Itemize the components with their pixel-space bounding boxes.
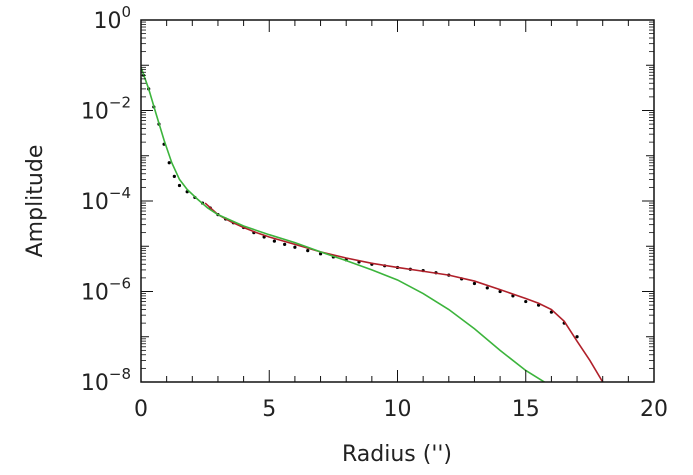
y-tick-base: 10 bbox=[81, 281, 109, 306]
data-point bbox=[283, 242, 287, 246]
y-tick-label: 10−8 bbox=[81, 365, 131, 396]
red-fit-curve bbox=[204, 202, 604, 382]
data-point bbox=[318, 252, 323, 256]
y-tick-exponent: −8 bbox=[109, 365, 131, 383]
data-point bbox=[167, 161, 171, 165]
data-point bbox=[575, 335, 579, 339]
y-tick-base: 10 bbox=[93, 9, 121, 34]
green-fit-curve bbox=[141, 67, 546, 382]
y-tick-label: 100 bbox=[93, 3, 131, 34]
y-tick-label: 10−6 bbox=[81, 275, 131, 306]
x-tick-label: 10 bbox=[384, 397, 412, 422]
data-point bbox=[524, 299, 528, 304]
data-point bbox=[172, 174, 176, 178]
data-point bbox=[272, 239, 276, 243]
y-tick-label: 10−4 bbox=[81, 184, 131, 215]
x-tick-label: 20 bbox=[640, 397, 668, 422]
data-point bbox=[472, 281, 477, 286]
data-point bbox=[485, 286, 489, 290]
data-point bbox=[177, 183, 182, 188]
data-point bbox=[549, 310, 554, 314]
x-tick-label: 15 bbox=[512, 397, 540, 422]
y-tick-exponent: −6 bbox=[109, 275, 131, 293]
plot-content bbox=[141, 67, 604, 382]
y-tick-exponent: −4 bbox=[109, 184, 131, 202]
y-tick-exponent: −2 bbox=[109, 94, 131, 112]
x-tick-label: 0 bbox=[134, 397, 148, 422]
data-point bbox=[306, 249, 310, 253]
y-tick-base: 10 bbox=[81, 190, 109, 215]
y-tick-base: 10 bbox=[81, 100, 109, 125]
axis-ticks bbox=[140, 19, 655, 383]
x-axis-title: Radius ('') bbox=[342, 442, 452, 467]
data-point bbox=[293, 245, 297, 249]
y-tick-exponent: 0 bbox=[121, 3, 131, 21]
y-axis-title: Amplitude bbox=[23, 145, 48, 258]
y-tick-base: 10 bbox=[81, 371, 109, 396]
x-tick-label: 5 bbox=[262, 397, 276, 422]
y-tick-label: 10−2 bbox=[81, 94, 131, 125]
